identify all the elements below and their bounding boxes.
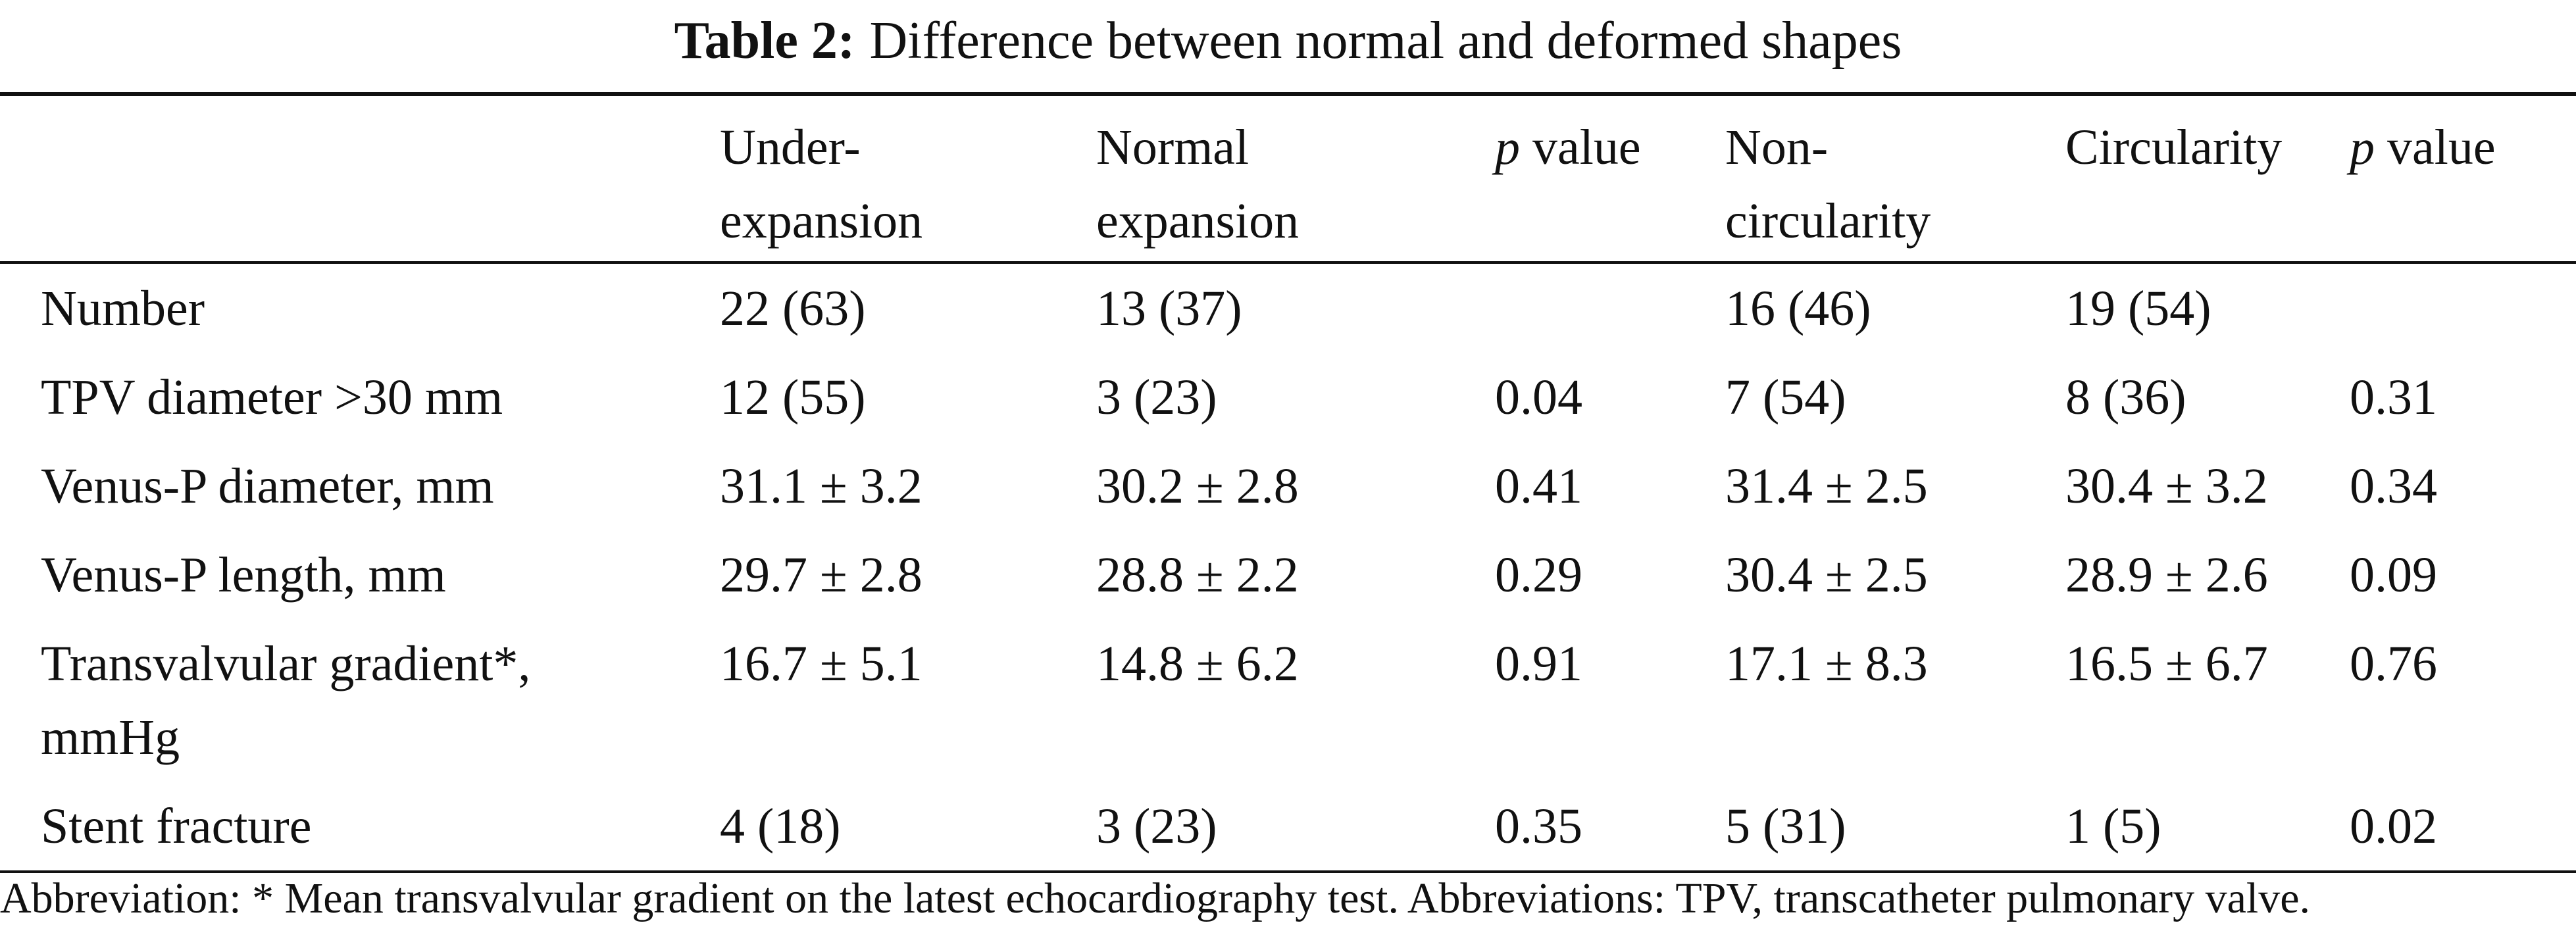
table-cell: 3 (23) <box>1096 799 1217 854</box>
table-row: Venus-P length, mm 29.7 ± 2.8 28.8 ± 2.2 0.… <box>0 530 2576 619</box>
row-label: Stent fracture <box>41 799 312 854</box>
header-text: value <box>1532 120 1641 175</box>
table-row: Number 22 (63) 13 (37) 16 (46) 19 (54) <box>0 262 2576 353</box>
header-cell <box>0 94 720 262</box>
table-cell: 30.2 ± 2.8 <box>1096 459 1299 514</box>
header-italic: p <box>1495 120 1520 175</box>
header-text: value <box>2387 120 2496 175</box>
header-line: Non- <box>1725 120 1829 175</box>
header-line: expansion <box>1096 193 1300 249</box>
table-cell: 7 (54) <box>1725 370 1846 425</box>
row-label: Venus-P length, mm <box>41 547 446 603</box>
header-cell: p value <box>2350 94 2576 262</box>
header-line: Circularity <box>2065 120 2283 175</box>
table-label: Table 2: <box>674 12 855 70</box>
header-line: Under- <box>720 120 861 175</box>
row-label-line: Transvalvular gradient*, <box>41 636 531 691</box>
table-cell: 0.41 <box>1495 459 1582 514</box>
table-cell: 30.4 ± 2.5 <box>1725 547 1928 603</box>
header-line: Normal <box>1096 120 1250 175</box>
table-cell: 28.9 ± 2.6 <box>2065 547 2268 603</box>
table-cell: 0.91 <box>1495 636 1582 691</box>
table-cell: 22 (63) <box>720 281 866 336</box>
table: Under-expansion Normal expansion p value Non-… <box>0 92 2576 873</box>
table-cell: 1 (5) <box>2065 799 2161 854</box>
table-cell: 0.09 <box>2350 547 2437 603</box>
table-cell: 17.1 ± 8.3 <box>1725 636 1928 691</box>
table-cell: 0.76 <box>2350 636 2437 691</box>
table-cell: 28.8 ± 2.2 <box>1096 547 1299 603</box>
table-cell: 29.7 ± 2.8 <box>720 547 922 603</box>
header-cell: Under-expansion <box>720 94 1096 262</box>
table-cell: 16.5 ± 6.7 <box>2065 636 2268 691</box>
row-label-line: mmHg <box>41 710 180 765</box>
table-body: Number 22 (63) 13 (37) 16 (46) 19 (54) TPV di… <box>0 262 2576 872</box>
table-cell: 0.02 <box>2350 799 2437 854</box>
table-cell: 14.8 ± 6.2 <box>1096 636 1299 691</box>
table-cell: 4 (18) <box>720 799 841 854</box>
table-cell: 13 (37) <box>1096 281 1242 336</box>
table-row: Stent fracture 4 (18) 3 (23) 0.35 5 (31) 1 (5… <box>0 782 2576 872</box>
header-row: Under-expansion Normal expansion p value Non-… <box>0 94 2576 262</box>
header-cell: Non-circularity <box>1725 94 2065 262</box>
header-cell: Normal expansion <box>1096 94 1495 262</box>
row-label: Number <box>41 281 205 336</box>
header-line: expansion <box>720 193 923 249</box>
table-cell: 19 (54) <box>2065 281 2211 336</box>
table-cell: 16 (46) <box>1725 281 1871 336</box>
table-cell: 12 (55) <box>720 370 866 425</box>
table-cell: 8 (36) <box>2065 370 2186 425</box>
title-text: Difference between normal and deformed s… <box>869 12 1902 70</box>
table-cell: 0.34 <box>2350 459 2437 514</box>
header-italic: p <box>2350 120 2375 175</box>
header-cell: p value <box>1495 94 1725 262</box>
table-cell: 31.1 ± 3.2 <box>720 459 922 514</box>
table-cell: 16.7 ± 5.1 <box>720 636 922 691</box>
table-cell: 0.35 <box>1495 799 1582 854</box>
table-row: Venus-P diameter, mm 31.1 ± 3.2 30.2 ± 2.8… <box>0 441 2576 530</box>
table-cell: 30.4 ± 3.2 <box>2065 459 2268 514</box>
table-cell: 5 (31) <box>1725 799 1846 854</box>
table-title: Table 2: Difference between normal and de… <box>0 8 2576 74</box>
table-row: Transvalvular gradient*, mmHg 16.7 ± 5.1 14… <box>0 619 2576 782</box>
table-cell: 3 (23) <box>1096 370 1217 425</box>
header-cell: Circularity <box>2065 94 2350 262</box>
table-cell <box>2350 262 2576 353</box>
table-cell: 0.04 <box>1495 370 1582 425</box>
table-cell <box>1495 262 1725 353</box>
table-header: Under-expansion Normal expansion p value Non-… <box>0 94 2576 262</box>
header-line: circularity <box>1725 193 1931 249</box>
row-label: Venus-P diameter, mm <box>41 459 494 514</box>
table-cell: 0.29 <box>1495 547 1582 603</box>
footnote: Abbreviation: * Mean transvalvular gradi… <box>0 874 2311 922</box>
table-row: TPV diameter >30 mm 12 (55) 3 (23) 0.04 7 (5… <box>0 353 2576 441</box>
row-label: TPV diameter >30 mm <box>41 370 503 425</box>
table-cell: 31.4 ± 2.5 <box>1725 459 1928 514</box>
row-label: Transvalvular gradient*, mmHg <box>0 619 720 782</box>
table-cell: 0.31 <box>2350 370 2437 425</box>
